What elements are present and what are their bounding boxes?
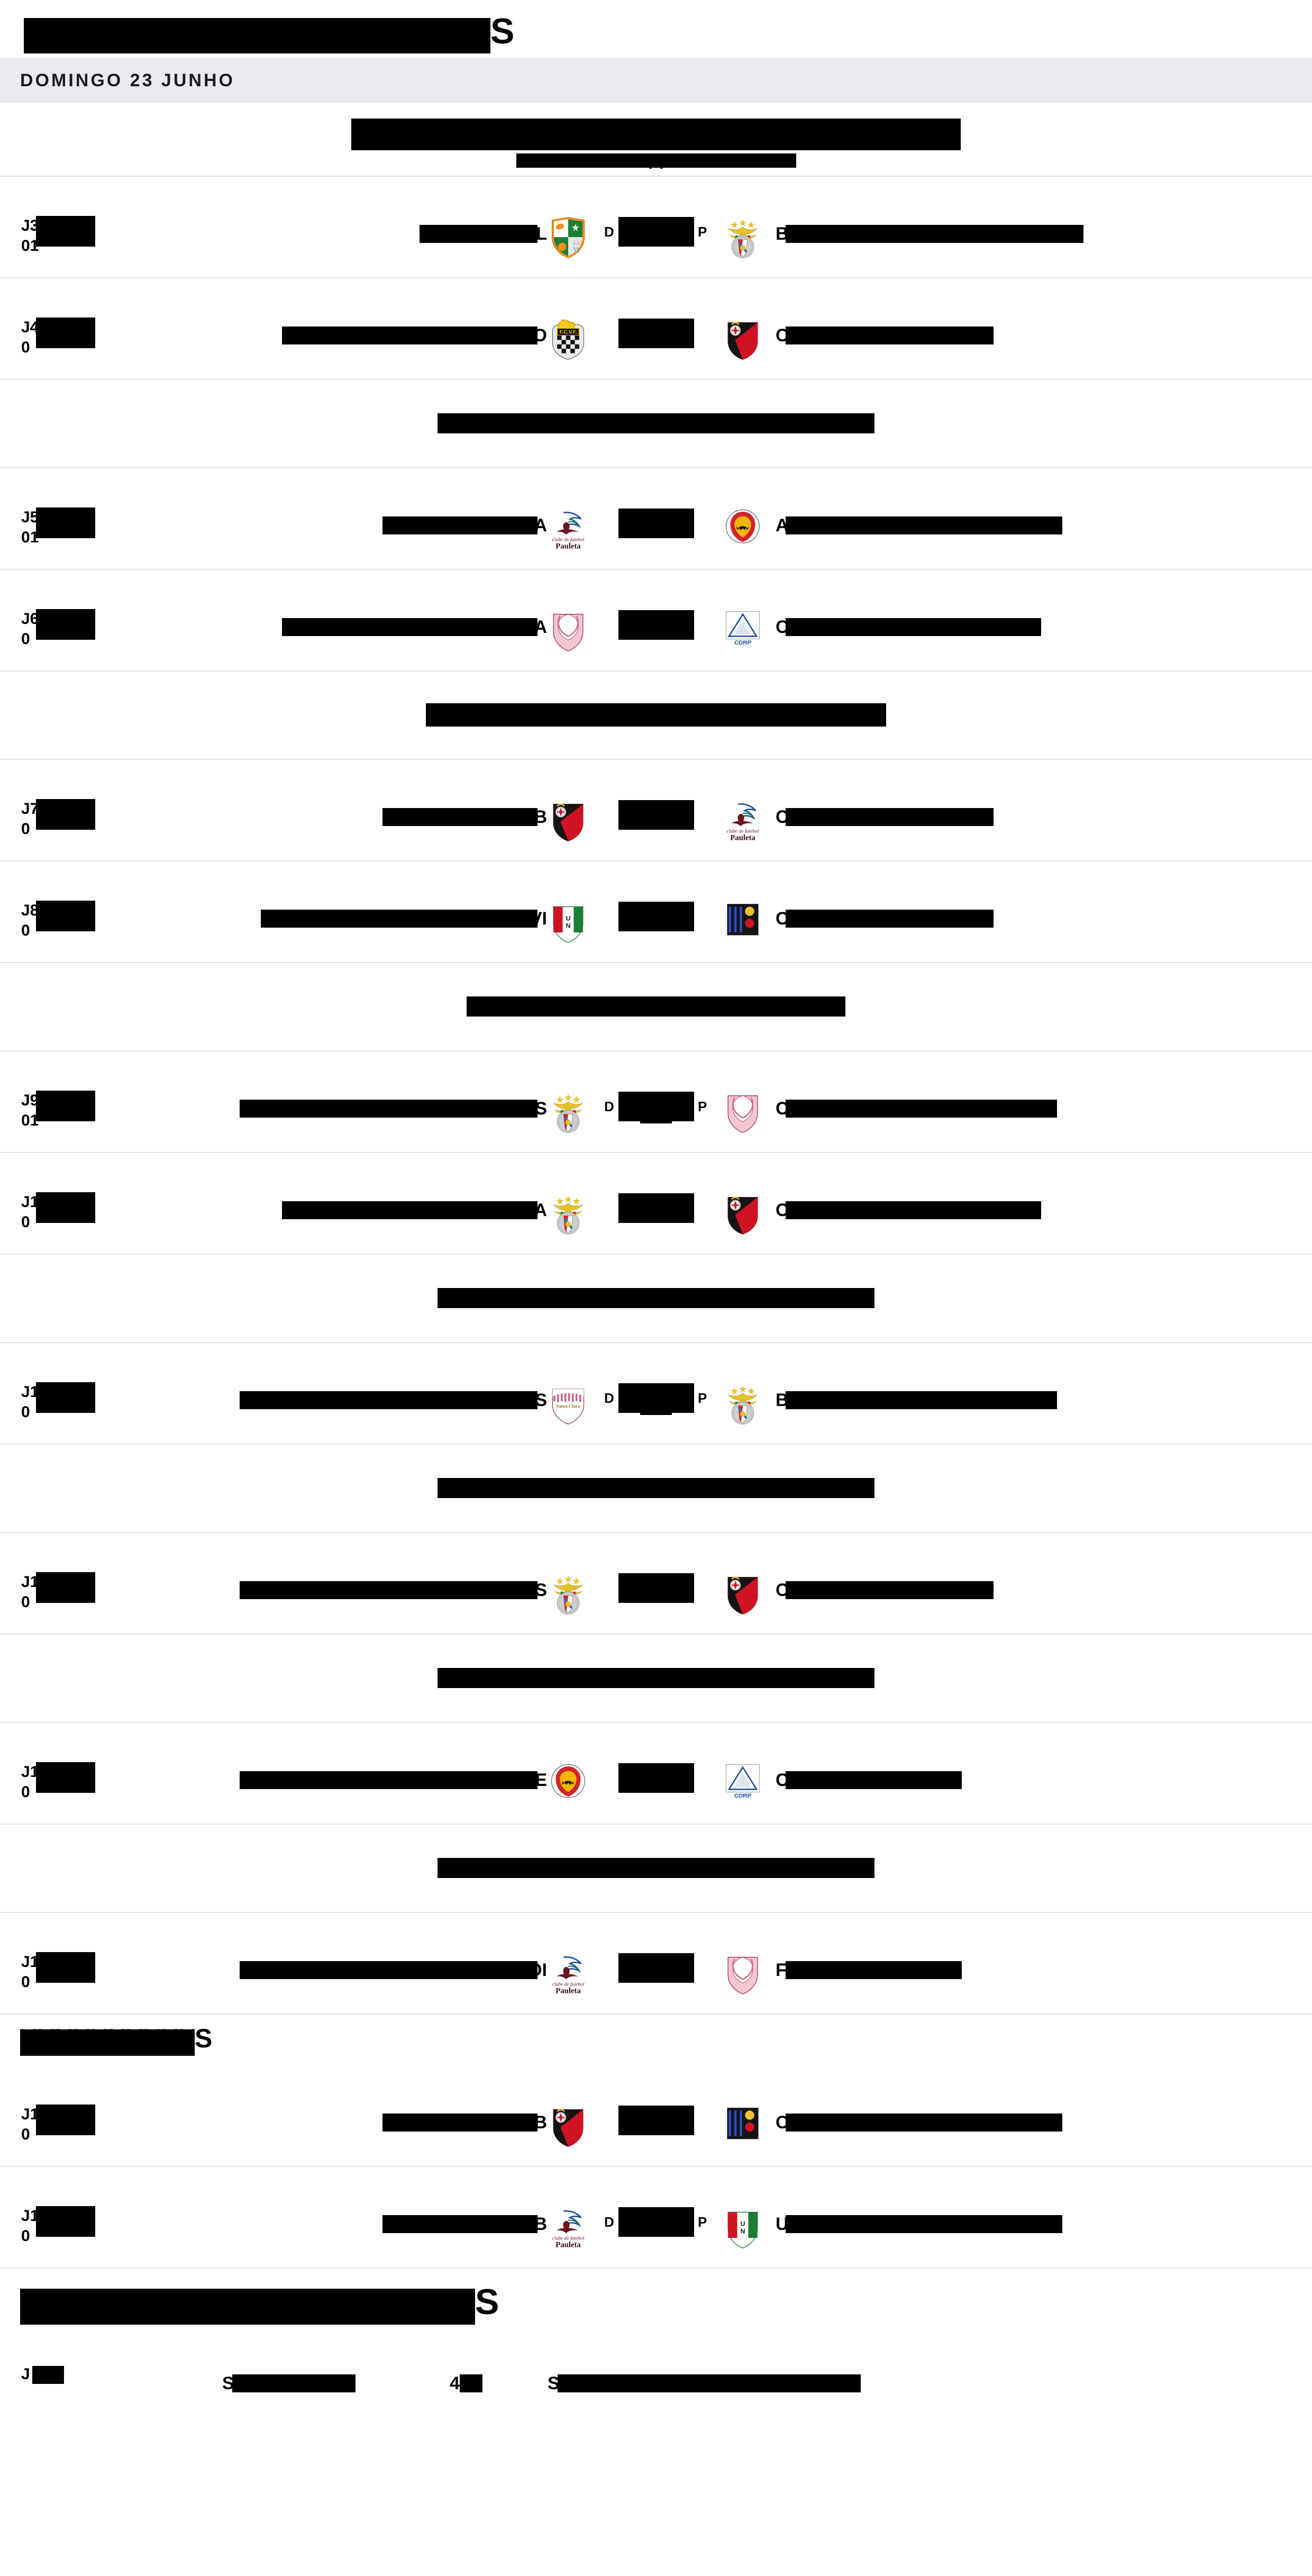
- svg-text:CDRP: CDRP: [734, 1793, 751, 1799]
- svg-text:Pauleta: Pauleta: [555, 542, 581, 550]
- svg-text:N: N: [566, 922, 571, 929]
- svg-text:CDRP: CDRP: [734, 640, 751, 646]
- svg-text:Pauleta: Pauleta: [730, 834, 755, 842]
- svg-text:U: U: [741, 2220, 745, 2228]
- svg-text:U: U: [566, 915, 571, 922]
- svg-text:N: N: [741, 2227, 745, 2235]
- svg-text:Pauleta: Pauleta: [555, 1987, 581, 1995]
- svg-text:Santa Clara: Santa Clara: [557, 1403, 580, 1409]
- svg-text:Pauleta: Pauleta: [555, 2241, 581, 2249]
- svg-text:F.C.V.F.: F.C.V.F.: [560, 330, 577, 335]
